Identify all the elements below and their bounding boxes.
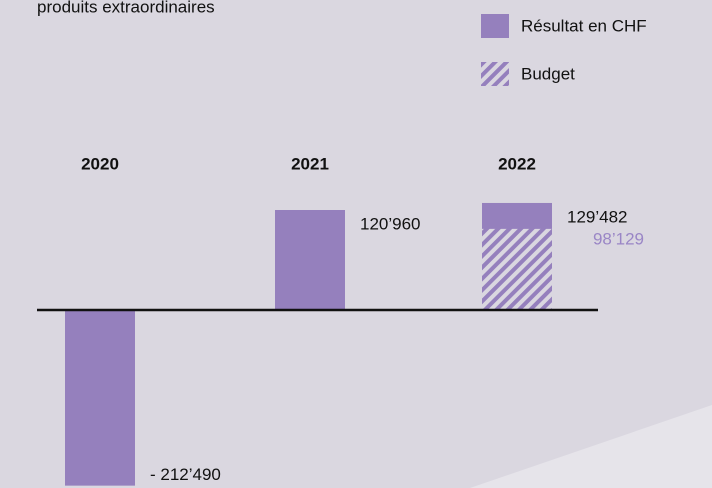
legend-swatch bbox=[481, 62, 509, 86]
decor-shape bbox=[470, 405, 712, 488]
budget-bar bbox=[482, 228, 552, 310]
chart-title: produits extraordinaires bbox=[37, 0, 215, 16]
legend-swatch bbox=[481, 14, 509, 38]
data-label: - 212’490 bbox=[150, 465, 221, 484]
bar bbox=[275, 210, 345, 310]
x-tick-label: 2022 bbox=[498, 154, 536, 173]
legend-label: Budget bbox=[521, 64, 575, 83]
legend-label: Résultat en CHF bbox=[521, 16, 647, 35]
bar bbox=[65, 309, 135, 486]
data-label: 120’960 bbox=[360, 214, 421, 233]
data-label: 129’482 bbox=[567, 207, 628, 226]
x-tick-label: 2020 bbox=[81, 154, 119, 173]
budget-label: 98’129 bbox=[593, 229, 644, 248]
x-tick-label: 2021 bbox=[291, 154, 329, 173]
